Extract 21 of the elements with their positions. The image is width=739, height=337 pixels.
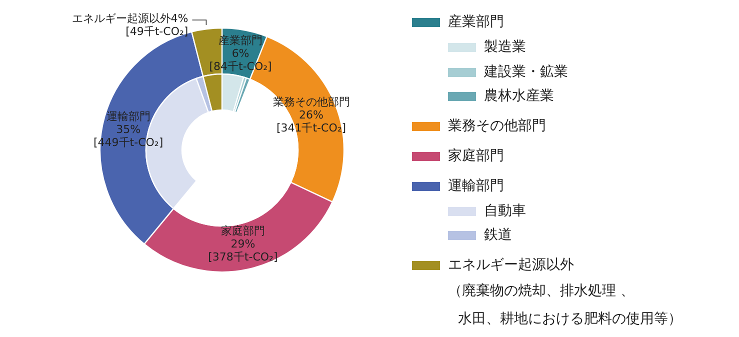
legend-label: 産業部門 bbox=[448, 14, 504, 30]
legend-label: エネルギー起源以外 bbox=[448, 256, 574, 272]
legend-label: 運輸部門 bbox=[448, 178, 504, 194]
legend-label: 建設業・鉱業 bbox=[484, 64, 568, 80]
legend-label: 鉄道 bbox=[484, 227, 512, 243]
legend-label: 自動車 bbox=[484, 202, 526, 218]
legend-label: 家庭部門 bbox=[448, 148, 504, 164]
data-label: 26% bbox=[299, 108, 324, 122]
text: 水田、耕地における肥料の使用等） bbox=[458, 310, 682, 326]
text: [49千t-CO₂] bbox=[126, 25, 188, 38]
legend-label: 業務その他部門 bbox=[448, 118, 546, 134]
data-label: 35% bbox=[116, 123, 141, 136]
slice-label: 家庭部門 bbox=[220, 224, 265, 238]
text: （廃棄物の焼却、排水処理 、 bbox=[448, 282, 634, 298]
slice-label: 運輸部門 bbox=[106, 110, 150, 124]
legend-label: 製造業 bbox=[484, 39, 526, 55]
legend-label: 農林水産業 bbox=[484, 88, 554, 104]
category-label: エネルギー起源以外4% bbox=[72, 12, 188, 25]
data-label: 6% bbox=[232, 46, 250, 60]
data-label: 29% bbox=[230, 238, 256, 251]
text: [378千t-CO₂] bbox=[208, 250, 278, 264]
